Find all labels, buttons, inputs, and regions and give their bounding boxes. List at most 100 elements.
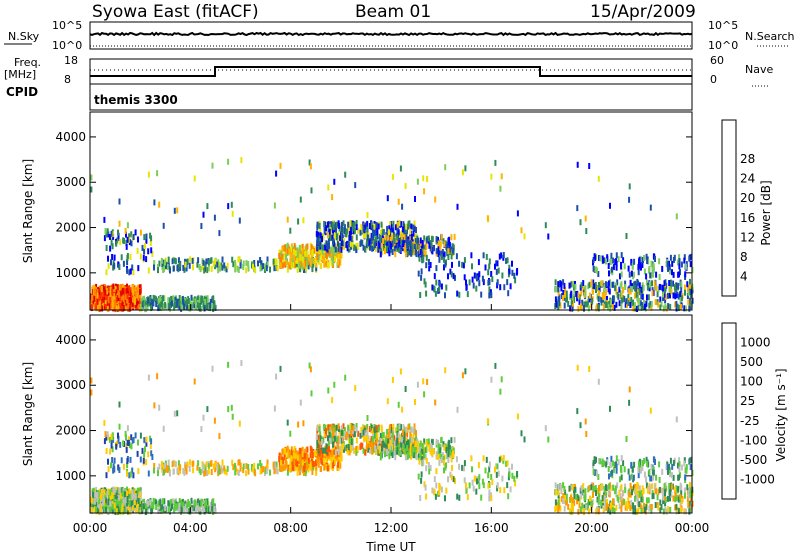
echo-cell — [155, 504, 157, 510]
echo-cell — [434, 476, 436, 482]
echo-cell — [197, 460, 199, 466]
echo-cell — [456, 494, 458, 500]
echo-cell — [664, 483, 666, 489]
echo-cell — [238, 470, 240, 476]
echo-cell — [680, 484, 682, 490]
echo-cell — [380, 251, 382, 257]
echo-cell — [547, 234, 549, 240]
echo-cell — [197, 505, 199, 511]
echo-cell — [179, 503, 181, 509]
echo-cell — [425, 262, 427, 268]
echo-cell — [299, 245, 301, 251]
echo-cell — [681, 262, 683, 268]
echo-cell — [411, 450, 413, 456]
echo-cell — [478, 280, 480, 286]
echo-cell — [113, 263, 115, 269]
echo-cell — [585, 301, 587, 307]
echo-cell — [298, 465, 300, 471]
echo-cell — [348, 241, 350, 247]
echo-cell — [227, 159, 229, 165]
echo-cell — [497, 482, 499, 488]
echo-cell — [612, 304, 614, 310]
echo-cell — [137, 468, 139, 474]
echo-cell — [690, 261, 692, 267]
echo-cell — [137, 248, 139, 254]
echo-cell — [499, 457, 501, 463]
echo-cell — [262, 466, 264, 472]
echo-cell — [266, 265, 268, 271]
echo-cell — [578, 495, 580, 501]
echo-cell — [405, 454, 407, 460]
echo-cell — [652, 290, 654, 296]
echo-cell — [444, 262, 446, 268]
echo-cell — [680, 281, 682, 287]
echo-cell — [339, 438, 341, 444]
echo-cell — [321, 439, 323, 445]
station-title: Syowa East (fitACF) — [92, 2, 259, 22]
echo-cell — [441, 234, 443, 240]
echo-cell — [94, 491, 96, 497]
echo-cell — [126, 255, 128, 261]
echo-cell — [603, 304, 605, 310]
echo-cell — [503, 284, 505, 290]
echo-cell — [506, 482, 508, 488]
echo-cell — [274, 203, 276, 209]
echo-cell — [109, 449, 111, 455]
echo-cell — [320, 254, 322, 260]
echo-cell — [438, 257, 440, 263]
echo-cell — [316, 254, 318, 260]
echo-cell — [575, 291, 577, 297]
echo-cell — [464, 257, 466, 263]
echo-cell — [338, 220, 340, 226]
echo-cell — [302, 248, 304, 254]
echo-cell — [216, 465, 218, 471]
echo-cell — [560, 281, 562, 287]
echo-cell — [350, 423, 352, 429]
echo-cell — [638, 298, 640, 304]
echo-cell — [208, 260, 210, 266]
echo-cell — [153, 199, 155, 205]
echo-cell — [628, 491, 630, 497]
echo-cell — [223, 465, 225, 471]
echo-cell — [208, 265, 210, 271]
echo-cell — [159, 499, 161, 505]
echo-cell — [404, 448, 406, 454]
echo-cell — [337, 259, 339, 265]
echo-cell — [646, 497, 648, 503]
echo-cell — [385, 234, 387, 240]
echo-cell — [432, 448, 434, 454]
echo-cell — [521, 227, 523, 233]
echo-cell — [557, 286, 559, 292]
echo-cell — [345, 434, 347, 440]
echo-cell — [420, 441, 422, 447]
echo-cell — [306, 262, 308, 268]
echo-cell — [139, 492, 141, 498]
echo-cell — [420, 238, 422, 244]
echo-cell — [419, 459, 421, 465]
echo-cell — [152, 503, 154, 509]
echo-cell — [610, 253, 612, 259]
echo-cell — [451, 456, 453, 462]
echo-cell — [615, 302, 617, 308]
echo-cell — [277, 468, 279, 474]
echo-cell — [204, 299, 206, 305]
echo-cell — [636, 292, 638, 298]
echo-cell — [513, 273, 515, 279]
echo-cell — [336, 233, 338, 239]
echo-cell — [127, 222, 129, 228]
echo-cell — [354, 431, 356, 437]
echo-cell — [93, 296, 95, 302]
echo-cell — [677, 486, 679, 492]
echo-cell — [150, 247, 152, 253]
echo-cell — [415, 227, 417, 233]
echo-cell — [435, 265, 437, 271]
echo-cell — [153, 498, 155, 504]
echo-cell — [122, 440, 124, 446]
echo-cell — [295, 250, 297, 256]
echo-cell — [308, 255, 310, 261]
echo-cell — [164, 302, 166, 308]
power-cells — [90, 157, 694, 312]
echo-cell — [173, 506, 175, 512]
echo-cell — [310, 261, 312, 267]
echo-cell — [478, 483, 480, 489]
